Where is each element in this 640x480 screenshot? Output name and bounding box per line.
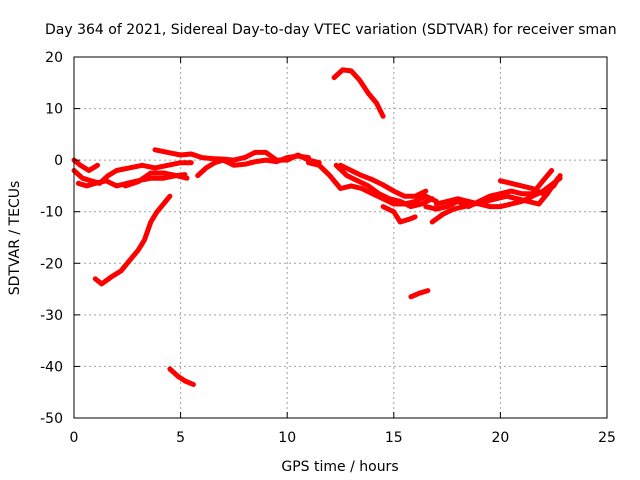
series-track-18 (408, 288, 431, 300)
data-series (71, 67, 563, 387)
series-track-15 (92, 193, 173, 287)
series-track-4 (122, 170, 188, 189)
y-tick-label: -50 (40, 411, 63, 427)
series-track-10 (380, 204, 418, 225)
x-tick-label: 20 (491, 430, 509, 446)
series-track-17 (331, 67, 386, 119)
x-tick-label: 0 (70, 430, 79, 446)
y-tick-label: 20 (45, 50, 63, 66)
y-tick-label: -20 (40, 256, 63, 272)
series-track-9 (338, 162, 429, 199)
series-track-16 (167, 366, 196, 387)
y-tick-label: -30 (40, 308, 63, 324)
series-track-7 (306, 160, 439, 207)
series-track-13 (433, 175, 563, 210)
y-axis-ticks: -50 -40 -30 -20 -10 0 10 20 (40, 50, 607, 427)
series-track-12 (429, 175, 561, 225)
y-tick-label: 0 (54, 153, 63, 169)
x-tick-label: 10 (278, 430, 296, 446)
series-track-8 (333, 162, 435, 210)
x-tick-label: 25 (598, 430, 616, 446)
chart-title: Day 364 of 2021, Sidereal Day-to-day VTE… (45, 22, 617, 38)
plot-frame (73, 56, 608, 419)
y-tick-label: -10 (40, 205, 63, 221)
x-tick-label: 15 (385, 430, 403, 446)
x-axis-ticks: 0 5 10 15 20 25 (70, 57, 616, 446)
y-tick-label: 10 (45, 102, 63, 118)
y-tick-label: -40 (40, 359, 63, 375)
grid-lines (74, 57, 607, 418)
x-axis-label: GPS time / hours (281, 459, 398, 475)
series-track-14 (497, 173, 563, 197)
series-track-2 (71, 157, 100, 173)
y-axis-label: SDTVAR / TECUs (7, 181, 23, 296)
series-track-6 (195, 153, 311, 179)
x-tick-label: 5 (176, 430, 185, 446)
series-track-1 (71, 160, 194, 186)
